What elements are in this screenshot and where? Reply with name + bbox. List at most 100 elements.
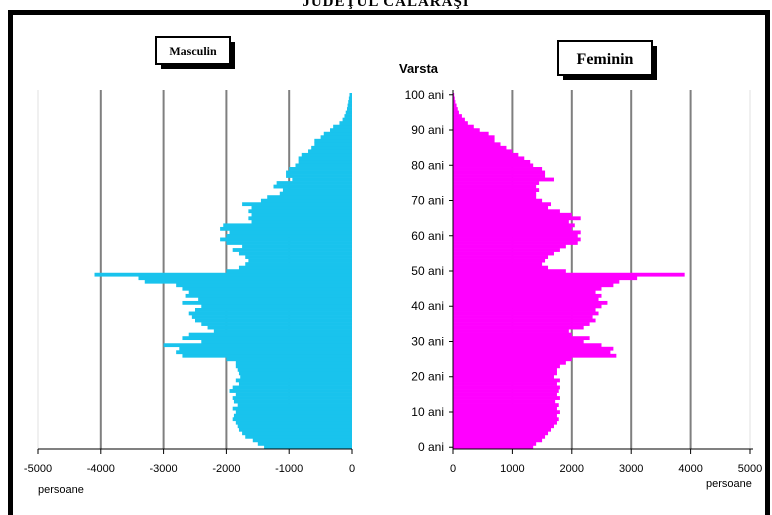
y-tick-label: 100 ani bbox=[405, 88, 444, 102]
frame-top-border bbox=[8, 10, 770, 15]
female-bar bbox=[453, 286, 602, 291]
male-bar bbox=[233, 413, 352, 418]
female-bar bbox=[453, 350, 611, 355]
male-bar bbox=[191, 315, 352, 319]
male-bar bbox=[226, 241, 352, 245]
female-bar bbox=[453, 445, 534, 450]
female-bar bbox=[453, 195, 537, 200]
female-x-tick-label: 2000 bbox=[560, 463, 584, 475]
male-bar bbox=[298, 159, 352, 164]
male-bar bbox=[195, 308, 352, 312]
male-bar bbox=[260, 198, 352, 203]
female-bar bbox=[453, 431, 549, 436]
y-axis-title: Varsta bbox=[399, 61, 439, 76]
female-bar bbox=[453, 438, 543, 443]
male-bar bbox=[229, 230, 352, 235]
male-bar bbox=[242, 202, 352, 207]
female-bar bbox=[453, 420, 557, 425]
female-bar bbox=[453, 167, 543, 171]
y-tick-label: 0 ani bbox=[418, 440, 444, 454]
male-bar bbox=[320, 135, 352, 140]
male-bar bbox=[237, 424, 352, 429]
female-bar bbox=[453, 202, 552, 207]
female-bars bbox=[453, 93, 685, 450]
male-bar bbox=[245, 434, 352, 439]
male-bar bbox=[346, 107, 352, 111]
female-bar bbox=[453, 427, 552, 432]
male-bar bbox=[264, 445, 352, 450]
female-bar bbox=[453, 297, 599, 302]
female-y-ticks: 0 ani 10 ani 20 ani 30 ani 40 ani 50 ani 60 an… bbox=[405, 88, 453, 454]
male-bars bbox=[94, 93, 353, 450]
female-bar bbox=[453, 276, 638, 281]
female-bar bbox=[453, 385, 560, 390]
male-bar bbox=[235, 378, 352, 383]
female-bar bbox=[453, 336, 590, 341]
female-bar bbox=[453, 212, 572, 217]
female-bar bbox=[453, 216, 581, 221]
male-bar bbox=[292, 177, 352, 182]
male-bar bbox=[314, 138, 352, 143]
male-bar bbox=[182, 353, 352, 358]
female-bar bbox=[453, 152, 519, 157]
male-bar bbox=[182, 336, 352, 341]
male-bar bbox=[242, 244, 352, 249]
male-bar bbox=[238, 251, 352, 256]
female-bar bbox=[453, 226, 572, 231]
female-x-tick-label: 5000 bbox=[738, 463, 762, 475]
male-bar bbox=[144, 279, 352, 284]
female-bar bbox=[453, 198, 543, 203]
female-bar bbox=[453, 272, 685, 277]
female-bar bbox=[453, 434, 546, 439]
male-bar bbox=[238, 382, 352, 386]
female-bar bbox=[453, 357, 572, 362]
male-bar bbox=[201, 322, 352, 326]
male-bar bbox=[232, 248, 352, 252]
male-bar bbox=[198, 297, 352, 302]
female-bar bbox=[453, 265, 549, 270]
male-bar bbox=[220, 226, 352, 231]
female-bar bbox=[453, 392, 557, 397]
male-bar bbox=[251, 212, 352, 217]
female-bar bbox=[453, 339, 584, 344]
male-bar bbox=[308, 149, 352, 154]
male-bar bbox=[289, 167, 352, 171]
male-bar bbox=[248, 258, 352, 263]
female-bar bbox=[453, 188, 540, 192]
female-bar bbox=[453, 269, 566, 274]
female-bar bbox=[453, 396, 560, 400]
male-bar bbox=[301, 152, 352, 157]
frame-left-border bbox=[8, 10, 13, 515]
male-bar bbox=[237, 403, 352, 408]
male-bar bbox=[347, 103, 352, 108]
female-bar bbox=[453, 441, 537, 446]
male-bar bbox=[242, 431, 352, 436]
female-bar bbox=[453, 283, 614, 288]
female-bar bbox=[453, 293, 602, 298]
male-bar bbox=[311, 145, 352, 150]
female-bar bbox=[453, 399, 556, 404]
female-x-tick-label: 1000 bbox=[500, 463, 524, 475]
male-x-ticks: -5000 -4000 -3000 -2000 -1000 0 bbox=[24, 449, 355, 475]
male-bar bbox=[238, 371, 352, 376]
female-bar bbox=[453, 343, 602, 348]
female-bar bbox=[453, 382, 557, 386]
male-bar bbox=[248, 216, 352, 221]
male-bar bbox=[235, 420, 352, 425]
male-bar bbox=[238, 427, 352, 432]
female-bar bbox=[453, 163, 534, 168]
y-tick-label: 80 ani bbox=[411, 158, 444, 172]
male-bar bbox=[295, 163, 352, 168]
female-bar bbox=[453, 181, 540, 185]
female-bar bbox=[453, 184, 537, 189]
male-x-tick-label: -2000 bbox=[212, 463, 240, 475]
female-bar bbox=[453, 406, 557, 411]
female-bar bbox=[453, 205, 549, 210]
female-bar bbox=[453, 177, 554, 182]
male-bar bbox=[245, 255, 352, 259]
female-x-tick-label: 3000 bbox=[619, 463, 643, 475]
chart-title: JUDEŢUL CĂLĂRAŞI bbox=[302, 0, 470, 10]
male-bar bbox=[251, 219, 352, 224]
male-bar bbox=[138, 276, 352, 281]
